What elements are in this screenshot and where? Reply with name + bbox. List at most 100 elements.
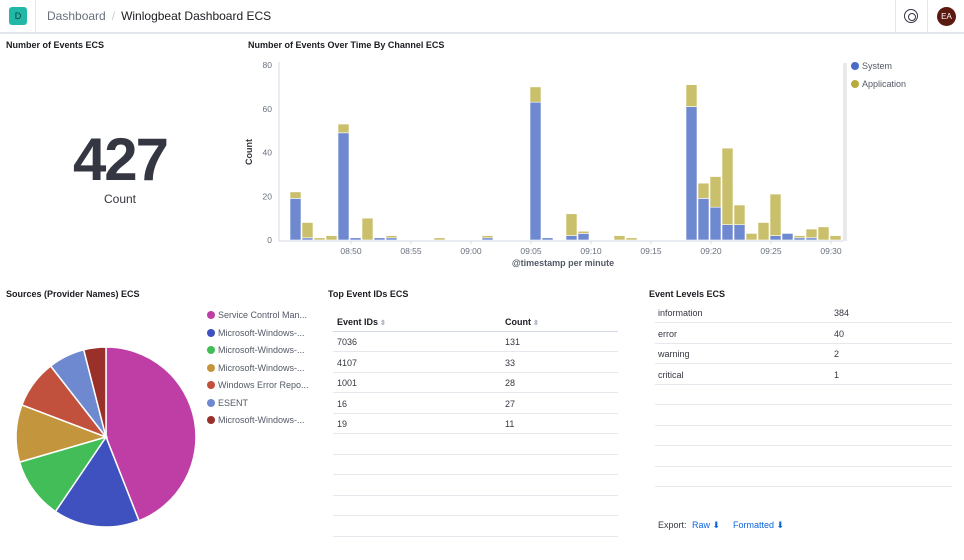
event-ids-table: Event IDs ⇳ Count ⇳ 7036 131 4107 33 1001 28 16 2… — [333, 312, 618, 537]
legend-item-application[interactable]: Application — [851, 79, 906, 89]
x-tick-label: 09:25 — [760, 246, 782, 256]
bar-application-08:51[interactable] — [361, 217, 374, 241]
count-cell: 131 — [505, 337, 521, 347]
divider — [895, 0, 896, 32]
user-avatar[interactable]: EA — [937, 7, 956, 26]
bar-system-09:05[interactable] — [529, 101, 542, 241]
download-icon: ⬇ — [776, 520, 785, 530]
bar-system-08:49[interactable] — [337, 132, 350, 241]
export-raw-link[interactable]: Raw ⬇ — [692, 520, 721, 530]
level-cell: critical — [658, 369, 684, 380]
bar-system-08:46[interactable] — [301, 237, 314, 241]
bar-system-09:01[interactable] — [481, 237, 494, 241]
bar-application-08:57[interactable] — [433, 237, 446, 241]
pie-slice[interactable] — [105, 346, 197, 522]
event-id-cell: 19 — [337, 419, 348, 429]
sort-icon: ⇳ — [533, 320, 539, 327]
bar-system-09:27[interactable] — [793, 237, 806, 241]
legend-item[interactable]: Microsoft-Windows-... — [207, 363, 305, 373]
bar-system-08:52[interactable] — [373, 237, 386, 241]
top-header: D Dashboard / Winlogbeat Dashboard ECS E… — [0, 0, 964, 34]
bar-application-09:05[interactable] — [529, 86, 542, 103]
bar-system-09:08[interactable] — [565, 235, 578, 241]
bar-chart: Count @timestamp per minute 0 20 40 60 80 08:… — [244, 60, 847, 268]
legend-item[interactable]: ESENT — [207, 398, 248, 408]
bar-application-09:08[interactable] — [565, 213, 578, 236]
event-levels-table: information 384 error 40 warning 2 critical 1 — [655, 303, 952, 493]
event-id-cell: 16 — [337, 398, 348, 409]
bar-application-09:27[interactable] — [793, 235, 806, 239]
pie-chart — [15, 346, 197, 528]
bar-application-08:46[interactable] — [301, 222, 314, 239]
bar-application-08:47[interactable] — [313, 237, 326, 241]
legend-label: ESENT — [218, 397, 249, 408]
bar-application-08:53[interactable] — [385, 235, 398, 239]
legend-dot — [207, 416, 215, 424]
count-cell: 2 — [834, 349, 840, 359]
bar-application-09:01[interactable] — [481, 235, 494, 239]
bar-application-09:09[interactable] — [577, 230, 590, 234]
bar-system-08:53[interactable] — [385, 237, 398, 241]
pie-slice[interactable] — [54, 435, 140, 528]
level-cell: error — [658, 328, 678, 339]
table-row — [655, 467, 952, 487]
bar-system-09:22[interactable] — [733, 224, 746, 241]
column-header-event-ids[interactable]: Event IDs ⇳ — [337, 317, 386, 327]
table-row: 4107 33 — [333, 353, 618, 373]
bar-application-09:24[interactable] — [757, 222, 770, 241]
bar-application-09:30[interactable] — [829, 235, 842, 241]
breadcrumb-separator: / — [111, 9, 116, 23]
panel-title: Number of Events Over Time By Channel EC… — [248, 40, 445, 50]
bar-system-09:21[interactable] — [721, 224, 734, 241]
legend-item-system[interactable]: System — [851, 61, 892, 71]
level-cell: warning — [658, 349, 690, 359]
space-avatar[interactable]: D — [9, 7, 27, 25]
legend-item[interactable]: Microsoft-Windows-... — [207, 345, 305, 355]
bar-application-09:18[interactable] — [685, 84, 698, 107]
bar-application-09:20[interactable] — [709, 176, 722, 208]
legend-dot — [851, 80, 859, 88]
bar-system-09:19[interactable] — [697, 198, 710, 241]
y-tick-label: 80 — [263, 60, 273, 70]
bar-application-08:49[interactable] — [337, 123, 350, 134]
pie-slice[interactable] — [82, 346, 107, 438]
breadcrumb-dashboard[interactable]: Dashboard — [47, 9, 106, 23]
count-cell: 28 — [505, 378, 516, 388]
table-row — [333, 476, 618, 496]
legend-item[interactable]: Microsoft-Windows-... — [207, 415, 305, 425]
metric-value: 427 — [72, 126, 169, 193]
column-header-count[interactable]: Count ⇳ — [505, 317, 539, 327]
bar-application-09:12[interactable] — [613, 235, 626, 241]
bar-system-08:50[interactable] — [349, 237, 362, 241]
legend-item[interactable]: Microsoft-Windows-... — [207, 328, 305, 338]
table-row — [333, 496, 618, 516]
bar-application-09:23[interactable] — [745, 233, 758, 241]
bar-system-09:06[interactable] — [541, 237, 554, 241]
export-formatted-link[interactable]: Formatted ⬇ — [733, 520, 785, 530]
bar-application-08:48[interactable] — [325, 235, 338, 241]
legend-dot — [851, 62, 859, 70]
bar-application-09:19[interactable] — [697, 182, 710, 199]
x-tick-label: 09:00 — [460, 246, 482, 256]
bar-application-08:45[interactable] — [289, 191, 302, 199]
legend-scrollbar[interactable] — [843, 63, 847, 241]
bar-application-09:21[interactable] — [721, 147, 734, 225]
legend-item[interactable]: Windows Error Repo... — [207, 380, 309, 390]
bar-application-09:28[interactable] — [805, 228, 818, 239]
bar-application-09:13[interactable] — [625, 237, 638, 241]
bar-system-09:18[interactable] — [685, 106, 698, 241]
legend-dot — [207, 328, 215, 337]
bar-system-09:09[interactable] — [577, 233, 590, 241]
help-icon[interactable] — [904, 9, 918, 23]
bar-application-09:29[interactable] — [817, 226, 830, 241]
bar-application-09:22[interactable] — [733, 204, 746, 225]
bar-system-09:20[interactable] — [709, 206, 722, 241]
bar-application-09:25[interactable] — [769, 193, 782, 236]
bar-system-08:45[interactable] — [289, 198, 302, 241]
bar-system-09:26[interactable] — [781, 233, 794, 241]
bar-system-09:28[interactable] — [805, 237, 818, 241]
legend-item[interactable]: Service Control Man... — [207, 310, 307, 320]
bar-system-09:25[interactable] — [769, 235, 782, 241]
table-row — [333, 517, 618, 537]
table-row: error 40 — [655, 324, 952, 344]
